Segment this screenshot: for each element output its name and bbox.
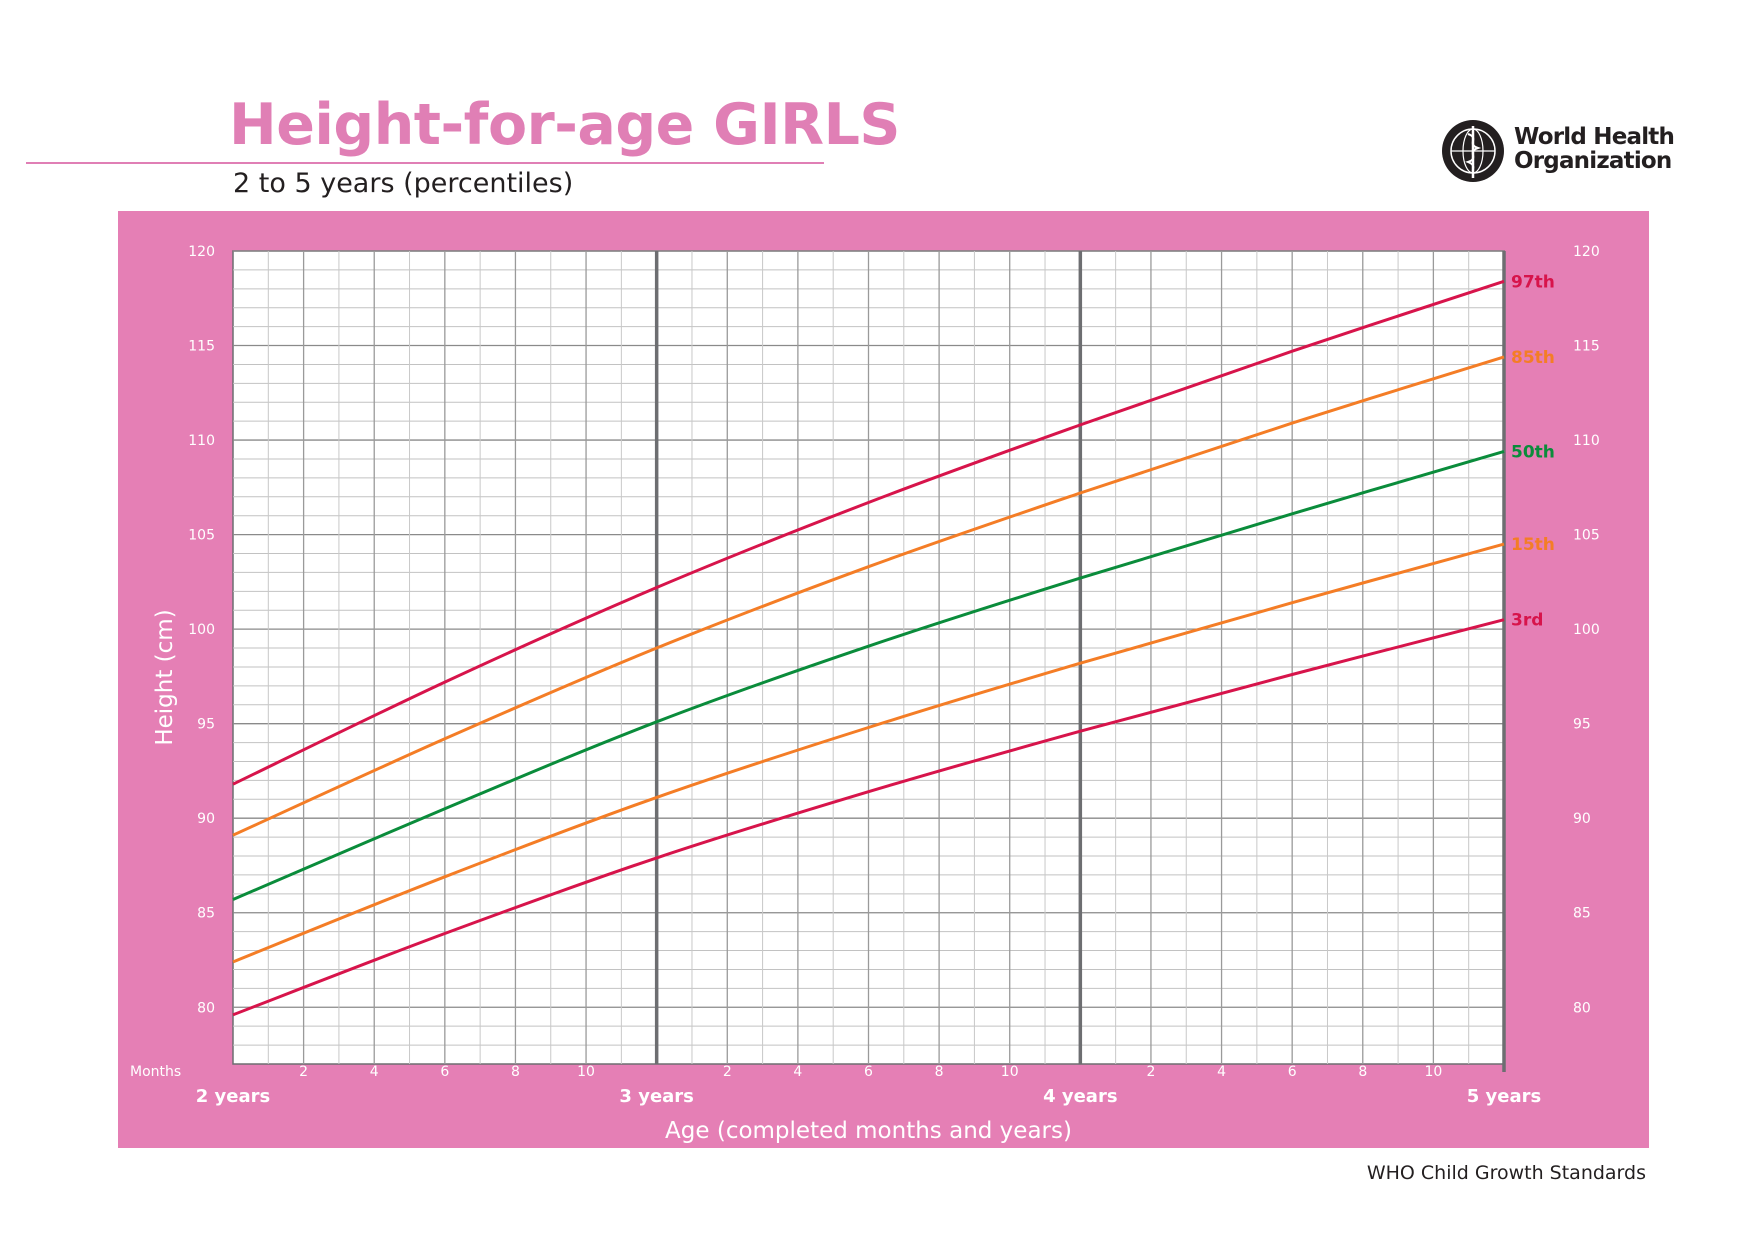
x-tick-label: 6 — [1288, 1064, 1297, 1080]
series-label-50th: 50th — [1511, 442, 1555, 462]
y-tick-label-right: 90 — [1573, 811, 1591, 827]
x-tick-label: 2 — [1146, 1064, 1155, 1080]
y-axis-title: Height (cm) — [152, 609, 178, 745]
x-tick-label: 10 — [577, 1064, 595, 1080]
year-label: 2 years — [196, 1086, 270, 1107]
footer-credit: WHO Child Growth Standards — [1366, 1162, 1646, 1184]
y-tick-label-left: 95 — [197, 717, 215, 733]
x-tick-label: 6 — [440, 1064, 449, 1080]
series-line-15th — [232, 542, 1505, 964]
y-tick-label-right: 95 — [1573, 717, 1591, 733]
page-title: Height-for-age GIRLS — [229, 92, 900, 158]
year-label: 3 years — [619, 1086, 693, 1107]
y-tick-label-left: 115 — [188, 339, 215, 355]
x-tick-label: 4 — [370, 1064, 379, 1080]
who-logo: World Health Organization — [1440, 116, 1675, 186]
series-line-85th — [232, 355, 1505, 837]
y-tick-label-left: 120 — [188, 244, 215, 260]
x-tick-label: 2 — [299, 1064, 308, 1080]
series-label-85th: 85th — [1511, 348, 1555, 368]
series-line-97th — [232, 279, 1505, 786]
y-tick-label-right: 105 — [1573, 528, 1600, 544]
logo-line-1: World Health — [1514, 124, 1675, 150]
x-tick-label: 10 — [1424, 1064, 1442, 1080]
x-tick-label: 4 — [793, 1064, 802, 1080]
year-label: 4 years — [1043, 1086, 1117, 1107]
x-tick-label: 10 — [1001, 1064, 1019, 1080]
y-tick-label-left: 80 — [197, 1000, 215, 1016]
y-tick-label-left: 105 — [188, 528, 215, 544]
x-tick-label: 2 — [723, 1064, 732, 1080]
title-divider — [26, 162, 824, 164]
series-label-3rd: 3rd — [1511, 611, 1543, 631]
y-tick-label-left: 110 — [188, 433, 215, 449]
who-logo-text: World Health Organization — [1514, 124, 1675, 174]
series-label-15th: 15th — [1511, 535, 1555, 555]
logo-line-2: Organization — [1514, 148, 1672, 174]
y-tick-label-right: 85 — [1573, 906, 1591, 922]
series-label-97th: 97th — [1511, 272, 1555, 292]
x-tick-label: 6 — [864, 1064, 873, 1080]
series-line-50th — [232, 449, 1505, 901]
y-tick-label-right: 100 — [1573, 622, 1600, 638]
x-tick-label: 8 — [1358, 1064, 1367, 1080]
page-subtitle: 2 to 5 years (percentiles) — [233, 168, 574, 199]
y-tick-label-left: 85 — [197, 906, 215, 922]
who-emblem-icon — [1442, 120, 1504, 182]
x-tick-label: 8 — [511, 1064, 520, 1080]
year-label: 5 years — [1467, 1086, 1541, 1107]
x-tick-label: 8 — [935, 1064, 944, 1080]
y-tick-label-right: 80 — [1573, 1000, 1591, 1016]
y-tick-label-left: 90 — [197, 811, 215, 827]
y-tick-label-right: 120 — [1573, 244, 1600, 260]
y-tick-label-right: 110 — [1573, 433, 1600, 449]
series-line-3rd — [232, 618, 1505, 1017]
x-tick-label: 4 — [1217, 1064, 1226, 1080]
y-tick-label-right: 115 — [1573, 339, 1600, 355]
months-label: Months — [130, 1064, 181, 1080]
y-tick-label-left: 100 — [188, 622, 215, 638]
x-axis-title: Age (completed months and years) — [665, 1118, 1072, 1144]
